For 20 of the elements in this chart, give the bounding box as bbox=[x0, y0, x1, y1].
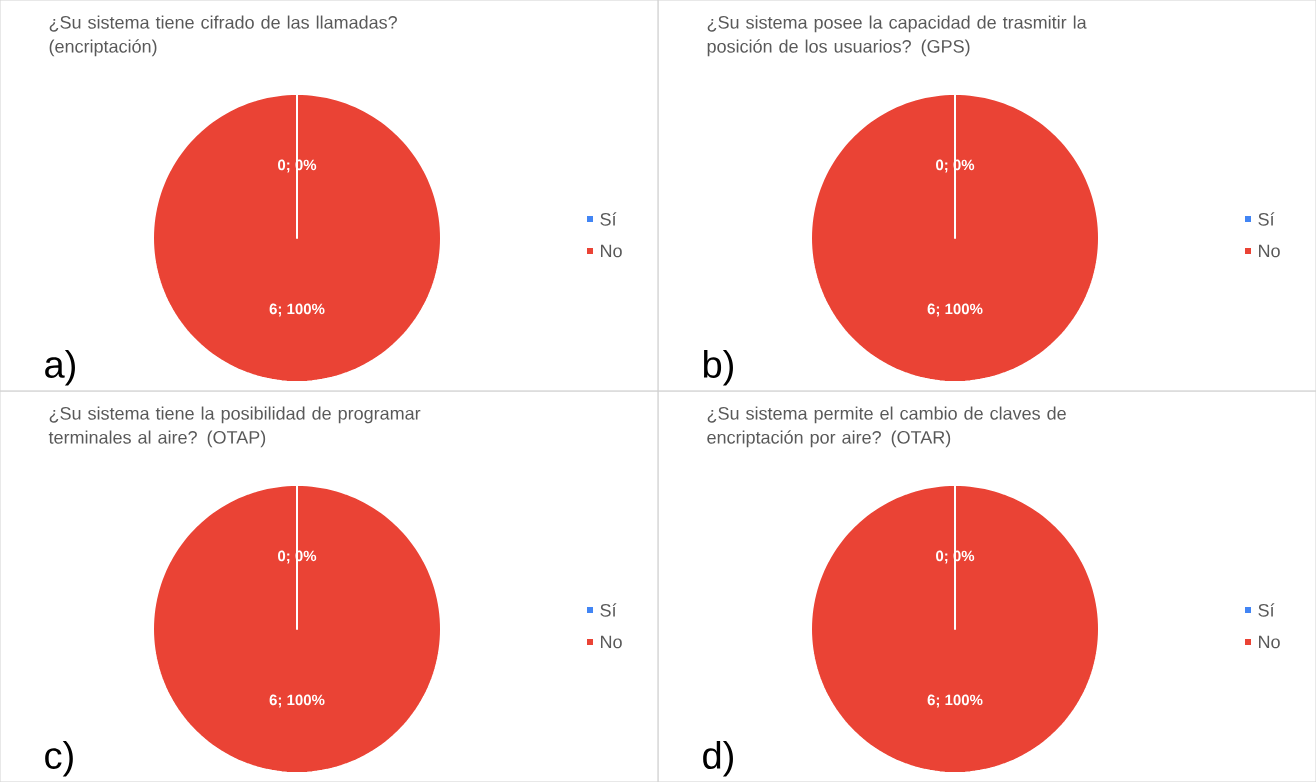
chart-title: ¿Su sistema posee la capacidad de trasmitir la posición de los usuarios? (GPS) bbox=[707, 15, 1087, 57]
legend-label: No bbox=[1259, 244, 1280, 258]
chart-title: ¿Su sistema tiene la posibilidad de programar terminales al aire? (OTAP) bbox=[48, 406, 421, 448]
legend-label: No bbox=[601, 635, 622, 649]
text: c) bbox=[45, 741, 73, 777]
text: a) bbox=[45, 350, 75, 386]
legend-label: Sí bbox=[1258, 603, 1275, 617]
legend-label: Sí bbox=[600, 603, 617, 617]
chart-title: ¿Su sistema tiene cifrado de las llamadas? (encriptación) bbox=[49, 15, 397, 57]
text: b) bbox=[703, 350, 733, 386]
data-label: 6; 100% bbox=[269, 303, 325, 317]
legend-label: Sí bbox=[600, 212, 617, 226]
chart-title: ¿Su sistema permite el cambio de claves de encriptación por aire? (OTAR) bbox=[707, 406, 1066, 448]
data-label: 6; 100% bbox=[269, 694, 325, 708]
text: d) bbox=[703, 741, 733, 777]
legend-label: Sí bbox=[1258, 212, 1275, 226]
data-label: 6; 100% bbox=[927, 303, 983, 317]
legend-label: No bbox=[601, 244, 622, 258]
data-label: 6; 100% bbox=[927, 694, 983, 708]
legend-label: No bbox=[1259, 635, 1280, 649]
